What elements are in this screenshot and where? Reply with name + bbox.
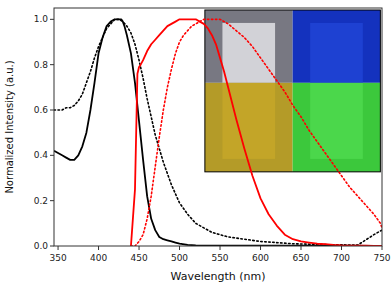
inset-region: [205, 10, 293, 83]
inset-region: [222, 23, 275, 83]
x-tick: [98, 246, 99, 250]
y-tick: [50, 200, 54, 201]
series-line: [131, 19, 382, 246]
y-tick: [50, 246, 54, 247]
x-tick-label: 450: [130, 253, 147, 263]
series-line: [54, 19, 382, 246]
inset-region: [293, 83, 381, 172]
chart: 350 400 450 500 550 600 650 700 750 0.0 0.2 0.4 0.6 0…: [0, 0, 392, 286]
y-tick-label: 0.8: [34, 60, 49, 70]
y-tick-label: 1.0: [34, 14, 49, 24]
y-tick: [50, 110, 54, 111]
y-tick: [50, 19, 54, 20]
x-tick-label: 350: [49, 253, 66, 263]
x-tick-label: 650: [292, 253, 309, 263]
inset-region: [205, 83, 293, 172]
y-tick-label: 0.0: [34, 241, 49, 251]
inset-image: [205, 10, 380, 172]
x-tick-label: 500: [171, 253, 188, 263]
x-tick-label: 600: [252, 253, 269, 263]
x-tick: [341, 246, 342, 250]
y-tick-label: 0.2: [34, 196, 48, 206]
x-tick-label: 700: [333, 253, 350, 263]
x-tick: [58, 246, 59, 250]
y-tick: [50, 64, 54, 65]
series-line: [131, 19, 382, 246]
x-tick-label: 550: [211, 253, 228, 263]
x-tick: [179, 246, 180, 250]
y-tick: [50, 155, 54, 156]
plot-frame: [54, 8, 382, 246]
x-tick: [220, 246, 221, 250]
x-tick: [382, 246, 383, 250]
inset-region: [293, 10, 381, 83]
x-tick: [301, 246, 302, 250]
x-tick-label: 750: [373, 253, 390, 263]
x-tick-label: 400: [90, 253, 107, 263]
y-tick-label: 0.4: [34, 150, 49, 160]
y-tick-label: 0.6: [34, 105, 49, 115]
series-line: [54, 19, 382, 245]
x-tick: [139, 246, 140, 250]
inset-region: [310, 23, 363, 83]
lines: [54, 19, 382, 246]
inset-region: [310, 83, 363, 159]
x-axis-label: Wavelength (nm): [170, 270, 265, 283]
x-tick: [260, 246, 261, 250]
y-axis-label: Normalized Intensity (a.u.): [4, 60, 15, 193]
inset-border: [205, 10, 380, 172]
